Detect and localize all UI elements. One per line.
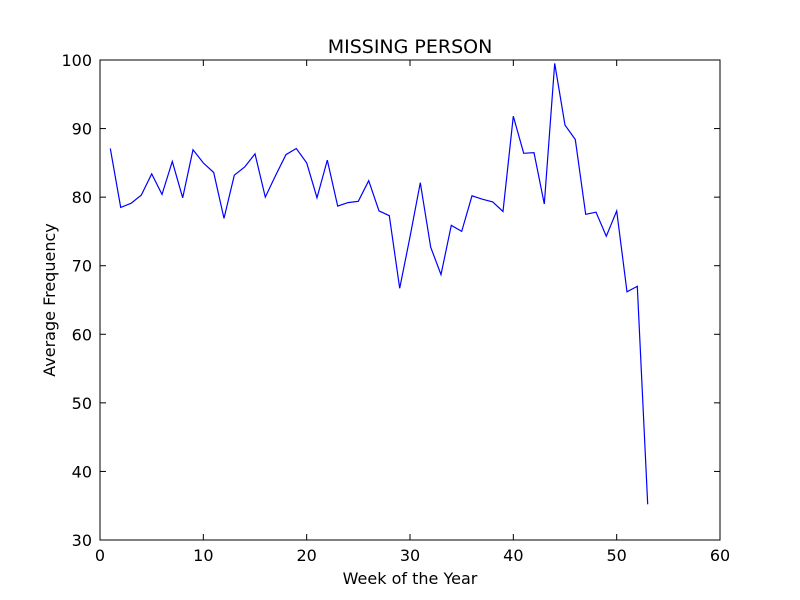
y-tick-label: 90 — [72, 120, 92, 139]
y-tick-label: 30 — [72, 531, 92, 550]
y-tick-label: 80 — [72, 188, 92, 207]
y-tick-label: 60 — [72, 325, 92, 344]
x-tick-label: 30 — [400, 546, 420, 565]
y-axis-title: Average Frequency — [40, 223, 59, 376]
x-axis-title: Week of the Year — [343, 569, 478, 588]
chart-title: MISSING PERSON — [328, 36, 493, 58]
x-axis-ticks: 0 10 20 30 40 50 60 — [95, 60, 730, 565]
x-tick-label: 40 — [503, 546, 523, 565]
y-axis-ticks: 30 40 50 60 70 80 90 100 — [61, 51, 720, 550]
y-tick-label: 70 — [72, 257, 92, 276]
x-tick-label: 60 — [710, 546, 730, 565]
x-tick-label: 20 — [296, 546, 316, 565]
x-tick-label: 0 — [95, 546, 105, 565]
x-tick-label: 10 — [193, 546, 213, 565]
y-tick-label: 40 — [72, 462, 92, 481]
plot-area — [100, 60, 720, 540]
x-tick-label: 50 — [606, 546, 626, 565]
series-layer — [109, 63, 649, 505]
y-tick-label: 100 — [61, 51, 92, 70]
series-line — [109, 63, 649, 505]
y-tick-label: 50 — [72, 394, 92, 413]
